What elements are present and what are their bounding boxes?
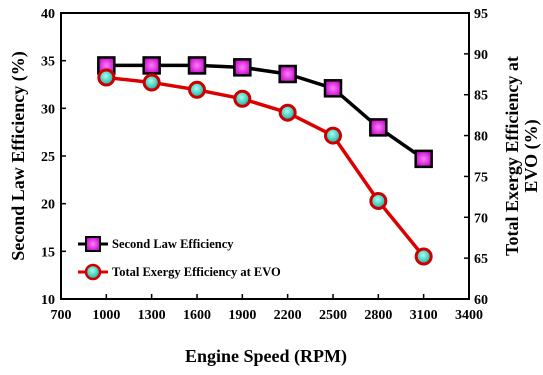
legend: Second Law Efficiency Total Exergy Effic… xyxy=(78,236,281,281)
y2-tick-label: 80 xyxy=(474,130,488,145)
legend-marker-second-law xyxy=(85,236,101,252)
data-point-circle xyxy=(369,191,388,210)
y2-axis-title-line2: EVO (%) xyxy=(521,119,542,192)
y-tick-label: 30 xyxy=(41,102,55,117)
y2-axis-title-line1: Total Exergy Efficiency at xyxy=(502,56,522,256)
data-point-circle xyxy=(414,247,433,266)
x-tick-label: 1300 xyxy=(138,308,166,323)
data-point-square xyxy=(369,118,388,137)
legend-marker-exergy xyxy=(84,263,102,281)
x-tick-label: 3100 xyxy=(410,308,438,323)
data-point-circle xyxy=(324,126,342,145)
y-tick-label: 10 xyxy=(41,293,55,308)
data-point-circle xyxy=(97,68,116,87)
x-tick-label: 1600 xyxy=(183,308,211,323)
data-point-circle xyxy=(142,73,161,92)
x-tick-label: 700 xyxy=(51,308,72,323)
x-tick-label: 3400 xyxy=(455,308,483,323)
y-axis-right: 60 65 70 75 80 85 90 95 xyxy=(464,7,488,308)
y-axis-left: 10 15 20 25 30 35 40 xyxy=(41,7,66,308)
plot-area xyxy=(60,12,470,300)
data-point-circle xyxy=(278,103,297,122)
y-tick-label: 25 xyxy=(41,150,55,165)
data-point-square xyxy=(278,64,297,84)
legend-label-second-law: Second Law Efficiency xyxy=(112,237,234,251)
data-point-square xyxy=(187,56,207,75)
x-tick-label: 2800 xyxy=(364,308,392,323)
legend-label-exergy: Total Exergy Efficiency at EVO xyxy=(112,265,281,279)
x-tick-label: 1000 xyxy=(92,308,120,323)
y2-tick-label: 60 xyxy=(474,293,488,308)
series-layer xyxy=(97,56,433,266)
y-tick-label: 35 xyxy=(41,55,55,70)
y2-tick-label: 90 xyxy=(474,48,488,63)
data-point-square xyxy=(323,79,343,98)
x-tick-label: 1900 xyxy=(228,308,256,323)
data-point-circle xyxy=(233,89,252,108)
y2-tick-label: 65 xyxy=(474,252,488,267)
data-point-square xyxy=(233,58,252,77)
data-point-square xyxy=(414,149,433,169)
x-axis: 700 1000 1300 1600 1900 2200 2500 2800 3100 3400 xyxy=(51,294,483,323)
x-axis-title: Engine Speed (RPM) xyxy=(185,346,347,367)
data-point-circle xyxy=(188,80,206,99)
y-tick-label: 20 xyxy=(41,198,55,213)
y2-tick-label: 85 xyxy=(474,89,488,104)
y2-tick-label: 95 xyxy=(474,7,488,22)
y-axis-title: Second Law Efficiency (%) xyxy=(8,51,29,260)
y-tick-label: 15 xyxy=(41,245,55,260)
y2-tick-label: 75 xyxy=(474,170,488,185)
data-point-square xyxy=(142,56,161,75)
x-tick-label: 2500 xyxy=(319,308,347,323)
y-tick-label: 40 xyxy=(41,7,55,22)
y2-tick-label: 70 xyxy=(474,211,488,226)
x-tick-label: 2200 xyxy=(274,308,302,323)
